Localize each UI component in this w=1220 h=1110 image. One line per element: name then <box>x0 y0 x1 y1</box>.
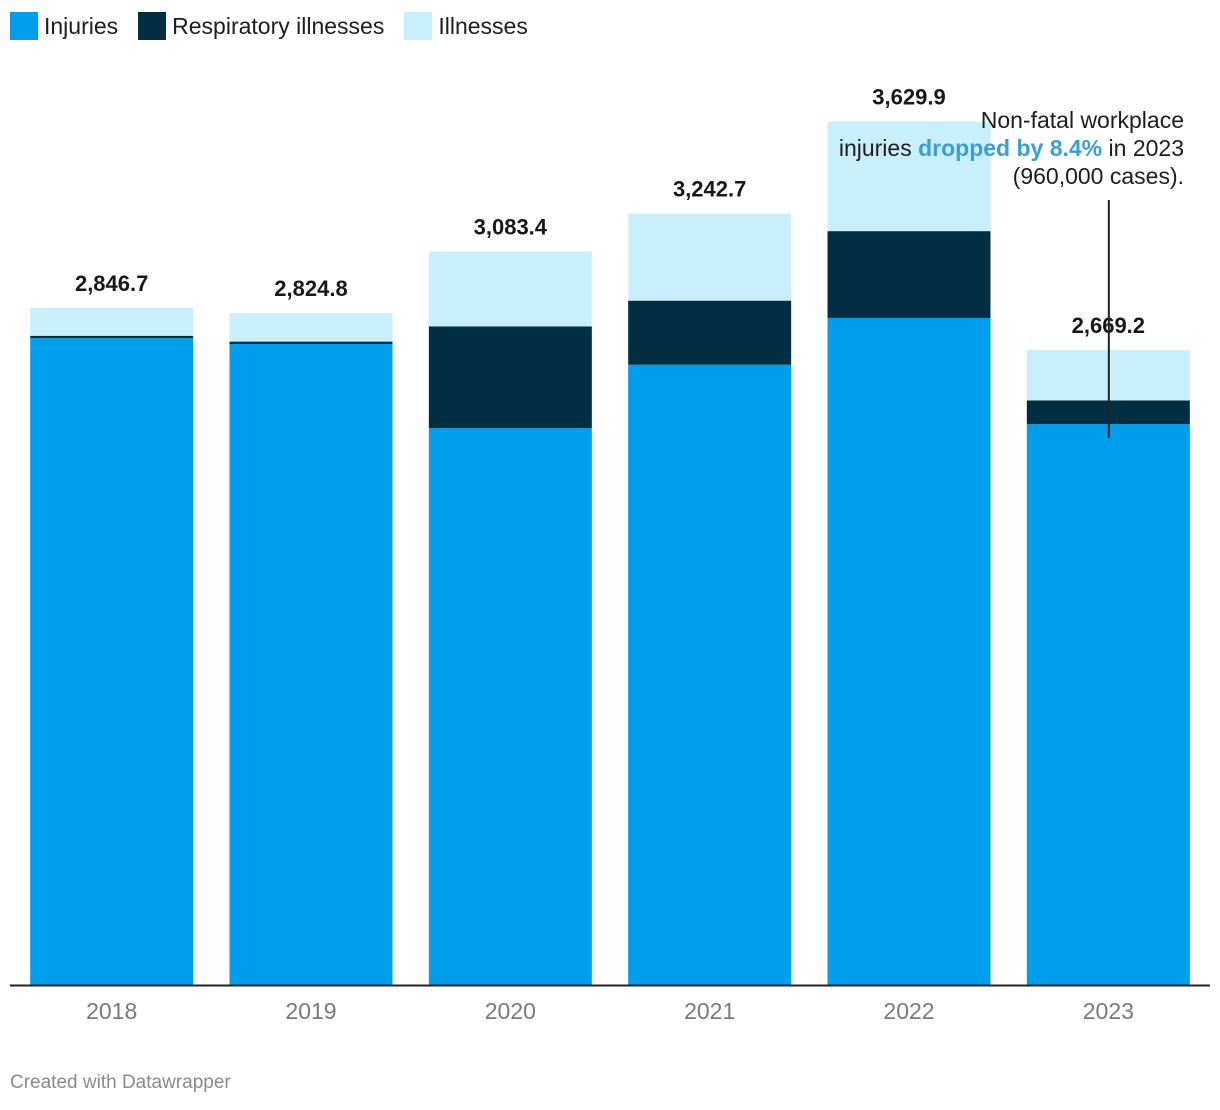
bar-segment-injuries-2021 <box>628 364 792 986</box>
x-tick-label-2019: 2019 <box>285 998 336 1024</box>
bar-segment-injuries-2022 <box>827 317 991 985</box>
total-value-label-2022: 3,629.9 <box>872 85 945 110</box>
total-value-label-2018: 2,846.7 <box>75 271 148 296</box>
bar-segment-injuries-2018 <box>30 338 194 985</box>
x-tick-label-2021: 2021 <box>684 998 735 1024</box>
bar-segment-respiratory-illnesses-2021 <box>628 300 792 365</box>
legend-item-injuries: Injuries <box>10 12 118 40</box>
legend-item-illnesses: Illnesses <box>404 12 528 40</box>
bar-segment-respiratory-illnesses-2018 <box>30 335 194 339</box>
annotation-highlight: dropped by 8.4% <box>918 135 1103 161</box>
x-tick-label-2023: 2023 <box>1083 998 1134 1024</box>
bar-segment-illnesses-2020 <box>428 251 592 327</box>
credit-text: Created with Datawrapper <box>10 1072 231 1093</box>
total-value-label-2020: 3,083.4 <box>474 215 548 240</box>
bar-segment-injuries-2020 <box>428 428 592 986</box>
annotation-line-1: Non-fatal workplace <box>980 107 1184 133</box>
bar-segment-illnesses-2022 <box>827 121 991 232</box>
legend-label: Injuries <box>44 12 119 39</box>
chart-annotation: Non-fatal workplace injuries dropped by … <box>764 106 1184 190</box>
bar-segment-injuries-2019 <box>229 343 393 985</box>
annotation-line-2: injuries dropped by 8.4% in 2023 <box>764 134 1184 162</box>
total-value-label-2021: 3,242.7 <box>673 177 746 202</box>
bar-segment-injuries-2023 <box>1026 424 1190 985</box>
x-tick-label-2018: 2018 <box>86 998 137 1024</box>
legend-swatch-respiratory-illnesses <box>138 12 167 40</box>
annotation-text: injuries <box>838 135 919 161</box>
x-tick-label-2022: 2022 <box>883 998 934 1024</box>
bar-segment-respiratory-illnesses-2022 <box>827 231 991 318</box>
bar-segment-illnesses-2021 <box>628 213 792 301</box>
bar-segment-respiratory-illnesses-2019 <box>229 341 393 344</box>
annotation-line-3: (960,000 cases). <box>1012 163 1184 189</box>
bar-segment-illnesses-2019 <box>229 313 393 342</box>
legend-item-respiratory-illnesses: Respiratory illnesses <box>138 12 384 40</box>
legend-swatch-illnesses <box>404 12 433 40</box>
total-value-label-2019: 2,824.8 <box>274 276 347 301</box>
legend-swatch-injuries <box>10 12 38 40</box>
bar-segment-illnesses-2018 <box>30 307 194 336</box>
x-tick-label-2020: 2020 <box>485 998 536 1024</box>
legend: Injuries Respiratory illnesses Illnesses <box>10 12 548 40</box>
annotation-text: in 2023 <box>1102 135 1184 161</box>
bar-segment-respiratory-illnesses-2020 <box>428 326 592 429</box>
legend-label: Respiratory illnesses <box>172 12 385 39</box>
legend-label: Illnesses <box>438 12 528 39</box>
